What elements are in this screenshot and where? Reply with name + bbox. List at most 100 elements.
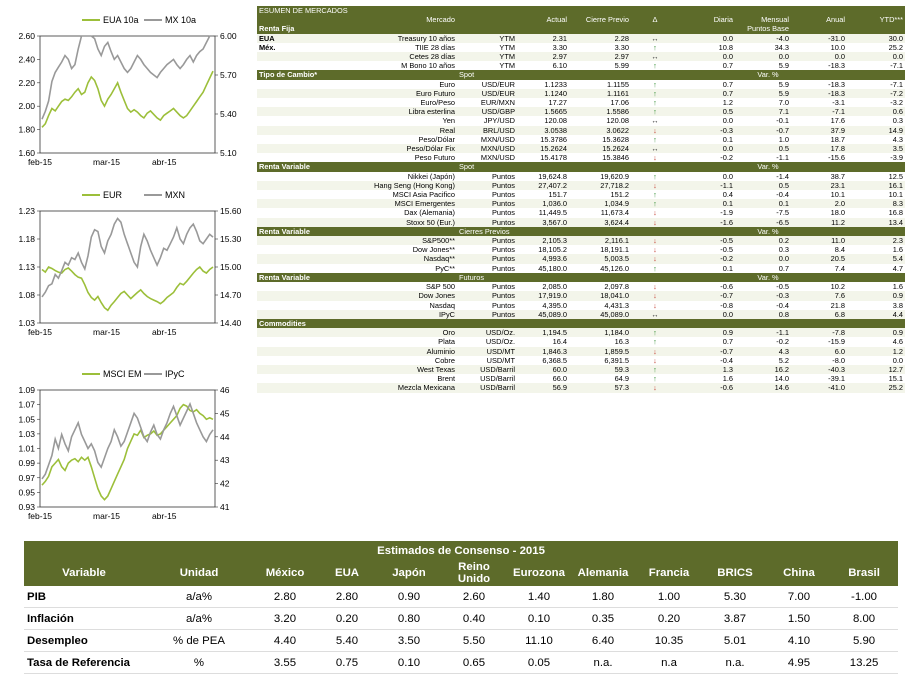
right-tick-label: 14.70	[220, 290, 242, 300]
row-region	[257, 383, 287, 393]
market-row: Brent USD/Barril 66.0 64.9 ↑ 1.6 14.0 -39.1 15.1	[257, 374, 905, 383]
row-monthly: 0.0	[735, 52, 791, 62]
row-annual: -8.0	[832, 355, 845, 365]
row-previous: 18,191.1	[600, 245, 629, 255]
row-previous: 2,097.8	[604, 282, 629, 292]
row-monthly: 0.1	[735, 199, 791, 209]
market-row: Stoxx 50 (Eur.) Puntos 3,567.0 3,624.4 ↓ -1.6…	[257, 217, 906, 227]
row-daily: 1.2	[722, 98, 733, 108]
row-daily: 0.0	[679, 33, 735, 43]
row-unit: BRL/USD	[457, 125, 517, 135]
row-direction-down-icon: ↓	[653, 282, 657, 292]
row-unit: USD/Barril	[480, 374, 515, 384]
left-tick-label: 1.18	[18, 234, 35, 244]
row-monthly: -1.1	[776, 153, 789, 163]
left-tick-label: 1.03	[18, 318, 35, 328]
consensus-value: %	[144, 651, 254, 674]
row-actual: 1.1240	[517, 88, 569, 99]
header-diaria: Diaria	[679, 15, 735, 25]
row-previous: 64.9	[614, 374, 629, 384]
row-annual: -7.8	[791, 328, 847, 338]
row-ytd: -7.1	[890, 61, 904, 71]
row-daily: -0.2	[720, 153, 733, 163]
row-monthly: 5.2	[778, 355, 789, 365]
row-previous: 1.5586	[569, 107, 631, 117]
row-direction-up-icon: ↑	[653, 98, 657, 108]
x-tick-label: mar-15	[93, 327, 120, 337]
row-monthly: 4.3	[735, 346, 791, 356]
row-ytd: 4.3	[892, 134, 904, 144]
row-instrument: MSCI Emergentes	[287, 199, 457, 209]
consensus-value: 4.40	[254, 629, 316, 652]
row-annual: -18.3	[828, 61, 845, 71]
row-annual: 11.0	[791, 236, 847, 246]
consensus-header-5: Reino Unido	[440, 560, 508, 586]
market-row: West Texas USD/Barril 60.0 59.3 ↑ 1.3 16.2 -40.…	[257, 364, 906, 375]
row-region	[257, 98, 287, 107]
row-previous: 18,041.0	[569, 291, 631, 301]
row-instrument: Peso Futuro	[414, 153, 455, 163]
row-actual: 16.4	[552, 337, 567, 347]
row-instrument: Cobre	[434, 355, 455, 365]
consensus-value: 0.40	[440, 607, 508, 630]
consensus-value: 3.20	[254, 607, 316, 630]
row-direction-up-icon: ↑	[631, 199, 679, 209]
row-annual: -7.1	[791, 107, 847, 117]
consensus-header-row: Variable Unidad México EUA Japón Reino Unido E…	[24, 560, 899, 586]
right-tick-label: 15.00	[220, 262, 242, 272]
row-daily: 0.5	[679, 107, 735, 117]
row-direction-down-icon: ↓	[631, 236, 679, 246]
left-tick-label: 2.20	[18, 78, 35, 88]
row-instrument: IPyC	[287, 309, 457, 319]
row-previous: 11,673.4	[600, 208, 629, 218]
row-daily: -0.7	[679, 291, 735, 301]
section-header: Renta Variable Futuros Var. %	[257, 272, 906, 283]
right-tick-label: 41	[220, 502, 230, 512]
row-ytd: 16.1	[847, 180, 906, 191]
row-monthly: 5.9	[735, 88, 791, 99]
row-instrument: Dow Jones**	[412, 245, 455, 255]
row-annual: -39.1	[828, 374, 845, 384]
consensus-value: 5.50	[440, 629, 508, 652]
market-row: Aluminio USD/MT 1,846.3 1,859.5 ↓ -0.7 4.3 6.0 1…	[257, 346, 906, 356]
chart-fx: EUR MXN 1.23 1.18 1.13 1.08 1.03 15.60 15.30 15.0…	[0, 183, 250, 343]
consensus-value: 3.87	[702, 607, 768, 630]
row-daily: 0.0	[722, 171, 733, 181]
row-previous: 2.97	[569, 52, 631, 62]
row-monthly: 7.1	[735, 107, 791, 117]
market-row: Dow Jones Puntos 17,919.0 18,041.0 ↓ -0.7 -0.3…	[257, 291, 906, 301]
row-daily: -1.1	[679, 180, 735, 191]
row-region	[257, 107, 287, 117]
row-region: Méx.	[259, 42, 276, 52]
consensus-value: 0.20	[316, 607, 378, 630]
consensus-value: 4.95	[768, 651, 830, 674]
row-monthly: -4.0	[735, 33, 791, 43]
consensus-value: 5.90	[830, 629, 899, 652]
market-title: ESUMEN DE MERCADOS	[257, 6, 906, 16]
consensus-value: 11.10	[508, 629, 570, 652]
consensus-value: 0.80	[378, 607, 440, 630]
left-tick-label: 1.07	[18, 400, 35, 410]
row-annual: 2.0	[791, 199, 847, 209]
row-actual: 27,407.2	[517, 180, 569, 191]
row-region	[257, 199, 287, 209]
row-ytd: 3.5	[847, 144, 906, 154]
row-instrument: Nasdaq**	[287, 254, 457, 264]
row-unit: EUR/MXN	[480, 98, 515, 108]
consensus-value: -1.00	[830, 586, 899, 608]
row-actual: 1,036.0	[517, 199, 569, 209]
market-row: Oro USD/Oz. 1,194.5 1,184.0 ↑ 0.9 -1.1 -7.8 0.9	[257, 328, 906, 338]
row-actual: 1,846.3	[517, 346, 569, 356]
row-actual: 15.3786	[540, 134, 567, 144]
row-monthly: 0.3	[778, 245, 789, 255]
row-daily: -0.8	[720, 300, 733, 310]
row-annual: 7.6	[791, 291, 847, 301]
row-monthly: 5.9	[778, 79, 789, 89]
row-instrument: Brent	[437, 374, 455, 384]
row-unit: USD/EUR	[481, 79, 515, 89]
row-direction-down-icon: ↓	[653, 300, 657, 310]
row-annual: 10.0	[830, 42, 845, 52]
row-monthly: 0.8	[735, 309, 791, 319]
row-instrument: Yen	[442, 116, 455, 126]
row-actual: 1.1233	[544, 79, 567, 89]
